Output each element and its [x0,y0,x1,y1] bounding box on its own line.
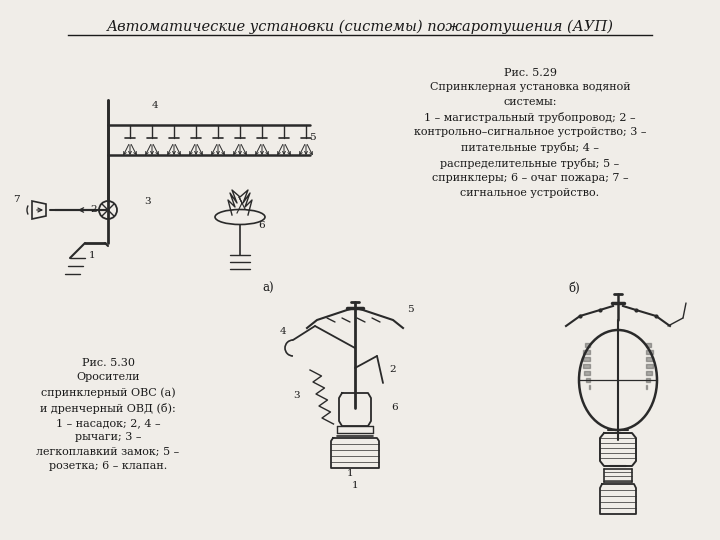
Text: 1: 1 [89,251,95,260]
Text: 1: 1 [347,469,354,478]
Text: Рис. 5.30
Оросители
спринклерный ОВС (а)
и дренчерный ОВД (б):
1 – насадок; 2, 4: Рис. 5.30 Оросители спринклерный ОВС (а)… [37,358,179,471]
Text: 2: 2 [390,366,396,375]
Text: 4: 4 [152,102,158,111]
Text: 4: 4 [279,327,287,336]
Text: 6: 6 [392,403,398,413]
Text: Рис. 5.29
Спринклерная установка водяной
системы:
1 – магистральный трубопровод;: Рис. 5.29 Спринклерная установка водяной… [414,68,647,198]
Text: а): а) [262,282,274,295]
Text: 5: 5 [309,133,315,143]
Text: 1: 1 [351,482,359,490]
Text: 6: 6 [258,220,265,230]
Text: 3: 3 [294,392,300,401]
Text: 7: 7 [13,195,19,205]
Text: 2: 2 [91,206,97,214]
Text: 5: 5 [407,306,413,314]
Text: б): б) [568,282,580,295]
Text: Автоматические установки (системы) пожаротушения (АУП): Автоматические установки (системы) пожар… [107,20,613,34]
Text: 3: 3 [145,198,151,206]
